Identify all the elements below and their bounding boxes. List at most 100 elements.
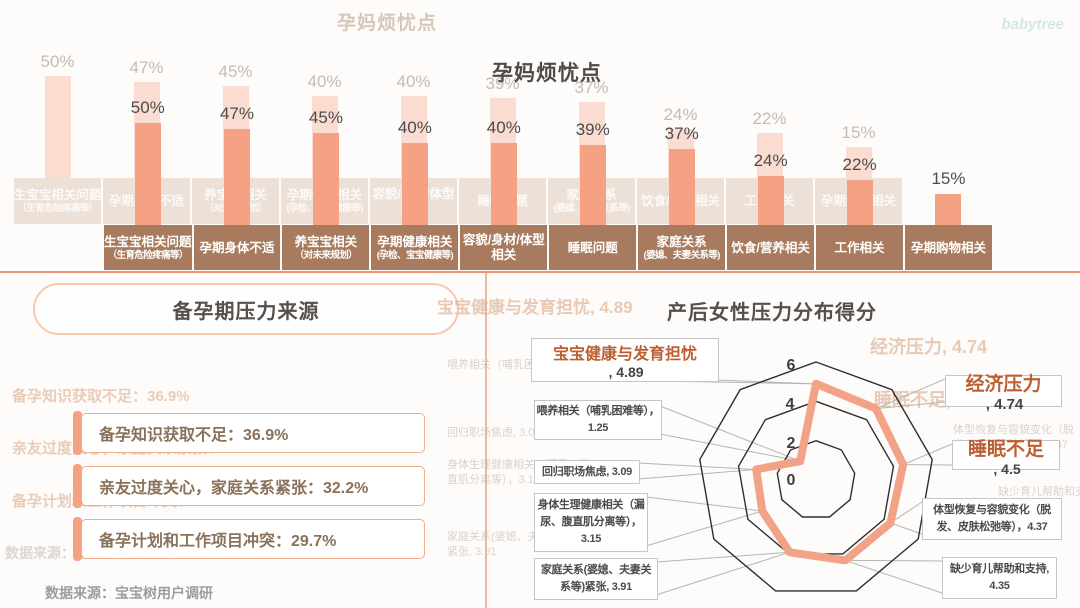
stress-item: 亲友过度关心，家庭关系紧张：32.2% [73,464,425,508]
bar-category-line2: (婆媳、夫妻关系等) [643,249,721,261]
bar-category-line2: 相关 [491,248,517,262]
radar-label-box: 身体生理健康相关（漏 尿、腹直肌分离等）， 3.15 [534,493,648,552]
bar-group: 15% 孕期购物相关 [905,0,992,270]
bar [490,143,517,225]
pre-pregnancy-stress-panel: 备孕知识获取不足：36.9% 亲友过度关心，家庭关系紧张：32.2% 备孕计划和… [0,273,485,608]
bar-group: 24% 饮食/营养相关 [727,0,815,270]
radar-label-box: 经济压力, 4.74 [945,374,1062,413]
ghost-bar-value-label: 40% [307,72,342,91]
bar-group: 47% 孕期身体不适 [193,0,281,270]
bar-category-line1: 孕期身体不适 [199,240,275,255]
bar-category-line1: 家庭关系 [656,234,707,249]
bar-category-label: 生宝宝相关问题 （生育危险疼痛等） [104,225,192,270]
stress-item-accent [73,517,82,561]
worries-bar-chart-panel: 孕妈烦忧点 生宝宝相关问题（生育危险疼痛等）孕期身体不适养宝宝相关（对未来规划）… [0,0,1080,271]
stress-item: 备孕知识获取不足：36.9% [73,411,425,455]
ghost-bar-group: 15% [815,0,902,178]
bar-category-line2: （对未来规划） [294,249,358,261]
bar-group: 40% 容貌/身材/体型 相关 [460,0,548,270]
radar-label-line: 喂养相关（哺乳困难等）， [536,405,660,417]
ghost-bar [845,147,872,178]
ghost-bar-category-label: 生宝宝相关问题 （生育危险疼痛等） [14,178,101,224]
bar-category-label: 家庭关系 (婆媳、夫妻关系等) [638,225,726,270]
stress-item-box: 亲友过度关心，家庭关系紧张：32.2% [81,466,425,506]
ghost-bar-group: 22% [726,0,813,178]
bar-category-label: 孕期身体不适 [193,225,281,270]
ghost-chart-title: 孕妈烦忧点 [337,13,438,34]
radar-label-line: 4.35 [989,580,1010,592]
ghost-bar-value-label: 22% [752,108,787,128]
radar-label-line: 家庭关系(婆媳、夫妻关 [540,564,652,576]
radar-label-box: 家庭关系(婆媳、夫妻关 系等)紧张, 3.91 [534,558,658,600]
stress-item-box: 备孕计划和工作项目冲突：29.7% [81,519,425,559]
bar [846,179,873,225]
radar-label-box: 缺少育儿帮助和支持, 4.35 [942,557,1057,599]
babytree-watermark: babytree [1001,16,1064,33]
bar [935,194,962,225]
ghost-bar-value-label: 15% [841,123,876,143]
ghost-bar-value-label: 24% [663,104,698,124]
stress-item-list: 备孕知识获取不足：36.9% 亲友过度关心，家庭关系紧张：32.2% 备孕计划和工作… [73,411,425,570]
vertical-divider [485,273,487,608]
horizontal-divider [0,271,1080,273]
ghost-bar-value-label: 47% [129,57,164,77]
radar-label-line: 体型恢复与容貌变化（脱 [933,504,1051,516]
stress-item-label: 备孕计划和工作项目冲突：29.7% [99,533,337,550]
bar-category-label: 养宝宝相关 （对未来规划） [282,225,370,270]
ghost-radar-label-baby-health: 宝宝健康与发育担忧, 4.89 [437,298,633,317]
bar-group: 45% 养宝宝相关 （对未来规划） [282,0,370,270]
radar-label-box: 喂养相关（哺乳困难等）， 1.25 [534,400,662,440]
bar-category-line1: 养宝宝相关 [294,234,358,249]
ghost-bar [44,75,71,178]
bar-group: 37% 家庭关系 (婆媳、夫妻关系等) [638,0,726,270]
radar-label-line: 3.15 [580,533,602,545]
bar-chart-title: 孕妈烦忧点 [492,62,602,85]
radar-label-line: 身体生理健康相关（漏 [537,499,645,511]
radar-label-line: 系等)紧张, 3.91 [560,581,632,593]
bar-category-line2: （生育危险疼痛等） [107,249,189,261]
radar-label-value: , 4.5 [993,460,1021,477]
ghost-radar-label-career: 回归职场焦虑, 3.09 [447,427,541,439]
stress-item-label: 备孕知识获取不足：36.9% [99,427,289,444]
bar-category-line1: 孕期购物相关 [910,240,986,255]
radar-label-name: 经济压力 [965,374,1042,395]
bar [668,149,695,225]
bar-group: 22% 工作相关 [816,0,904,270]
radar-label-name: 宝宝健康与发育担忧 [552,346,697,363]
bar-category-line1: 孕期健康相关 [377,234,453,249]
bar [312,132,339,225]
ghost-bar-value-label: 37% [574,78,609,98]
radar-label-value: , 4.89 [608,364,644,380]
ghost-bar-group: 50% [14,0,101,178]
bar-category-line1: 容貌/身材/体型 [462,233,545,247]
bar-value-label: 39% [575,120,610,140]
bar-category-line1: 工作相关 [834,240,885,255]
ghost-bar [756,132,783,178]
ghost-category-line2: （生育危险疼痛等） [17,203,98,214]
stress-item-accent [73,411,82,455]
stress-item: 备孕计划和工作项目冲突：29.7% [73,517,425,561]
left-panel-title-pill: 备孕期压力来源 [33,283,459,335]
bar-value-label: 50% [130,97,165,117]
bar-category-label: 工作相关 [816,225,904,270]
bar-value-label: 45% [308,107,343,127]
ghost-bar-value-label: 50% [40,51,75,71]
radar-label-line: 1.25 [587,422,609,434]
ghost-category-line1: 生宝宝相关问题 [14,188,101,202]
bar [579,145,606,225]
bar-value-label: 40% [486,118,521,137]
bar-category-line2: (孕检、宝宝健康等) [376,249,454,261]
bar [757,175,784,225]
radar-label-box: 睡眠不足, 4.5 [952,439,1060,477]
bar [223,128,250,225]
bar-group: 39% 睡眠问题 [549,0,637,270]
radar-chart-title: 产后女性压力分布得分 [667,302,877,324]
bar [134,122,161,225]
bar-value-label: 40% [397,118,432,137]
radar-label-box: 体型恢复与容貌变化（脱 发、皮肤松弛等），4.37 [922,498,1062,540]
bar-value-label: 15% [931,169,966,189]
bar-value-label: 47% [219,103,254,123]
ghost-bar-value-label: 39% [485,74,520,94]
radar-label-line: 缺少育儿帮助和支持, [949,563,1050,575]
